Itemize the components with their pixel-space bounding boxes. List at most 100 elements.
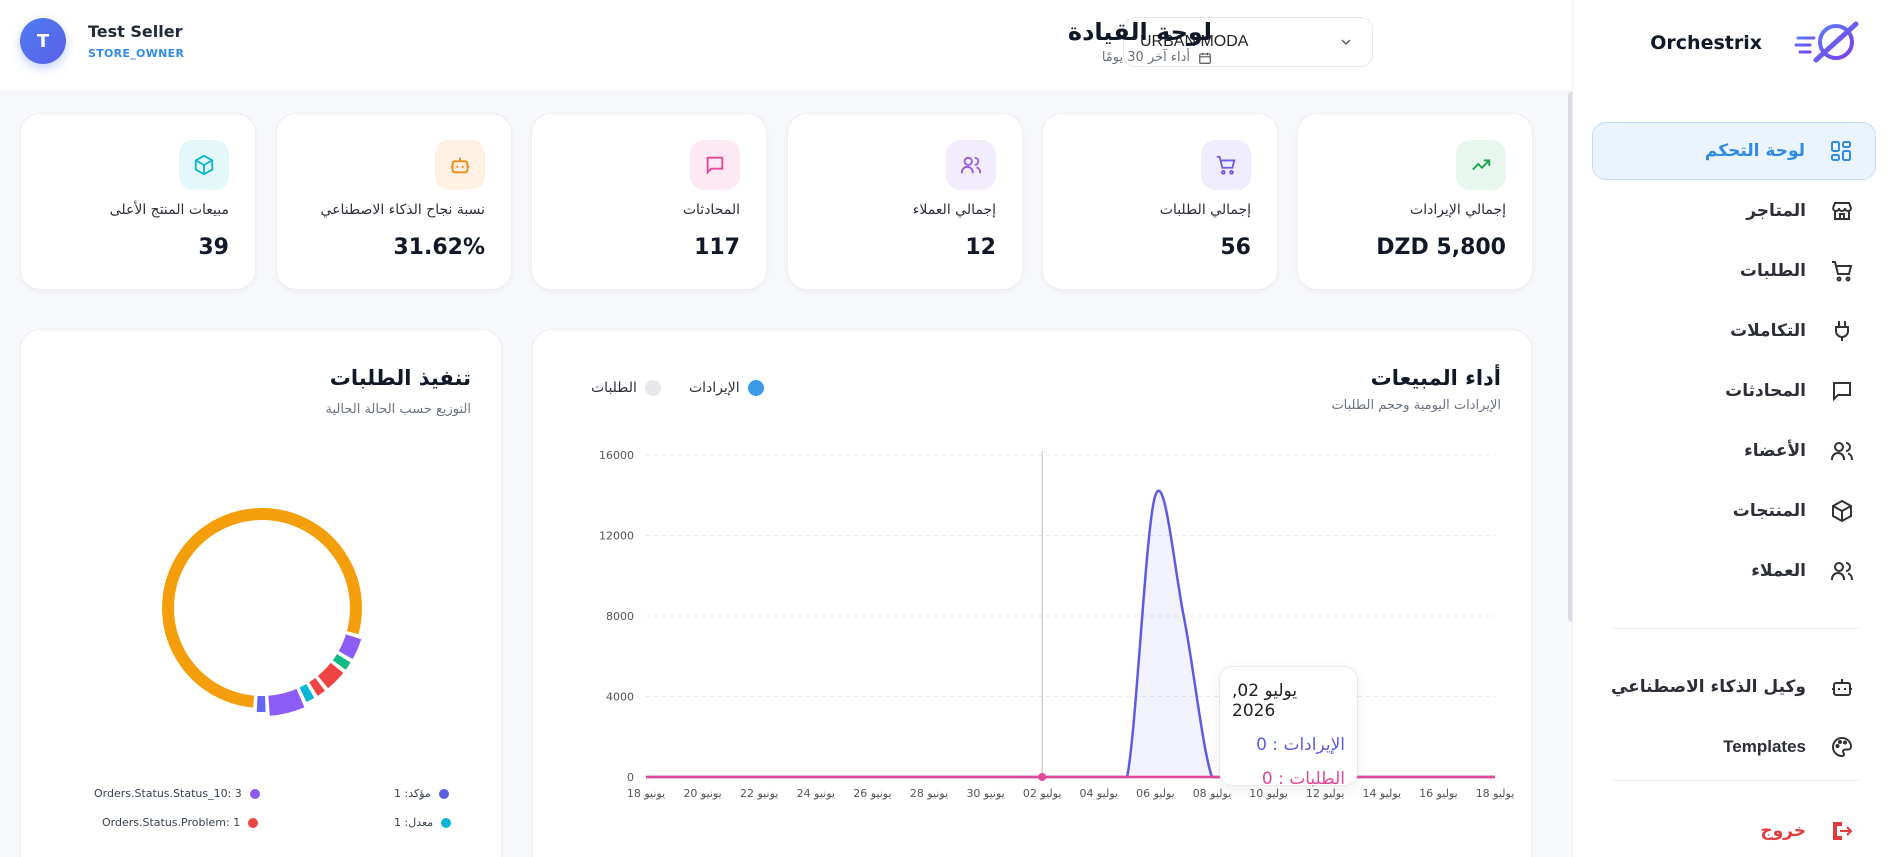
brand[interactable]: Orchestrix	[1574, 18, 1864, 68]
legend-item-orders[interactable]: الطلبات	[591, 380, 661, 396]
stat-label: مبيعات المنتج الأعلى	[109, 202, 229, 218]
orders-fulfillment-card: تنفيذ الطلبات التوزيع حسب الحالة الحالية…	[20, 329, 502, 857]
legend-dot	[249, 788, 260, 799]
logout-label: خروج	[1760, 821, 1806, 841]
sidebar-item-products[interactable]: المنتجات	[1592, 482, 1876, 540]
legend-dot	[747, 380, 764, 396]
sidebar-item-label: التكاملات	[1730, 321, 1806, 341]
donut-slice[interactable]	[338, 634, 362, 660]
donut-legend-item: Orders.Status.Status_10: 3	[94, 787, 260, 800]
sidebar-item-ai-agent[interactable]: وكيل الذكاء الاصطناعي	[1592, 658, 1876, 716]
cart-icon	[1201, 140, 1251, 190]
legend-label: الطلبات	[591, 380, 637, 396]
stat-card-top-product: مبيعات المنتج الأعلى 39	[20, 113, 256, 290]
store-select[interactable]: URBAN MODA	[1123, 17, 1373, 67]
donut-slice[interactable]	[299, 684, 315, 702]
divider	[1612, 780, 1862, 781]
sidebar-item-dashboard[interactable]: لوحة التحكم	[1592, 122, 1876, 180]
stat-value: 39	[198, 235, 229, 260]
user-info: Test Seller STORE_OWNER	[88, 22, 184, 60]
sidebar-item-label: لوحة التحكم	[1704, 141, 1805, 161]
sidebar-item-label: العملاء	[1751, 561, 1806, 581]
stat-value: 31.62%	[393, 235, 485, 260]
stat-card-conversations: المحادثات 117	[531, 113, 767, 290]
legend-dot	[644, 380, 661, 396]
store-icon	[1828, 197, 1856, 225]
chart-title: أداء المبيعات	[1370, 366, 1501, 390]
chart-tooltip: يوليو 02, 2026 الإيرادات : 0 الطلبات : 0	[1219, 666, 1358, 789]
stat-card-ai-success: نسبة نجاح الذكاء الاصطناعي 31.62%	[276, 113, 512, 290]
sidebar-bottom-nav: وكيل الذكاء الاصطناعي Templates	[1592, 658, 1876, 778]
divider	[1612, 628, 1862, 629]
page-title: لوحة القيادة	[1067, 18, 1212, 46]
logout-icon	[1828, 817, 1856, 845]
donut-legend-item: مؤكد: 1	[394, 787, 449, 800]
legend-item-revenue[interactable]: الإيرادات	[689, 380, 764, 396]
user-menu[interactable]: T Test Seller STORE_OWNER	[20, 18, 184, 64]
sidebar-item-label: الطلبات	[1739, 261, 1806, 281]
donut-legend-item: Orders.Status.Problem: 1	[102, 816, 259, 829]
sidebar-item-label: Templates	[1723, 737, 1806, 756]
chevron-down-icon	[1341, 39, 1351, 45]
sidebar-item-label: المنتجات	[1732, 501, 1806, 521]
stat-label: المحادثات	[682, 202, 740, 218]
logout-button[interactable]: خروج	[1592, 802, 1876, 857]
chart-subtitle: التوزيع حسب الحالة الحالية	[325, 402, 471, 417]
sidebar-item-orders[interactable]: الطلبات	[1592, 242, 1876, 300]
sidebar-item-members[interactable]: الأعضاء	[1592, 422, 1876, 480]
sidebar-item-templates[interactable]: Templates	[1592, 718, 1876, 776]
legend-label: الإيرادات	[688, 380, 740, 396]
trending-up-icon	[1456, 140, 1506, 190]
stat-value: 117	[694, 235, 740, 260]
robot-icon	[1828, 673, 1856, 701]
sidebar-item-customers[interactable]: العملاء	[1592, 542, 1876, 600]
users-icon	[946, 140, 996, 190]
legend-dot	[248, 817, 259, 828]
plug-icon	[1828, 317, 1856, 345]
users-icon	[1828, 437, 1856, 465]
stat-label: نسبة نجاح الذكاء الاصطناعي	[320, 202, 485, 218]
chat-icon	[1828, 377, 1856, 405]
sidebar-item-conversations[interactable]: المحادثات	[1592, 362, 1876, 420]
stat-value: 56	[1220, 235, 1251, 260]
stat-card-revenue: إجمالي الإيرادات DZD 5,800	[1297, 113, 1533, 290]
calendar-icon	[1199, 52, 1211, 64]
avatar[interactable]: T	[20, 18, 66, 64]
tooltip-revenue: الإيرادات : 0	[1256, 735, 1345, 755]
legend-label: مؤكد: 1	[394, 787, 431, 800]
stat-label: إجمالي الطلبات	[1159, 202, 1251, 218]
legend-dot	[441, 817, 452, 828]
users-icon	[1828, 557, 1856, 585]
page-subtitle-text: أداء آخر 30 يومًا	[1101, 50, 1190, 65]
sidebar-item-label: الأعضاء	[1744, 441, 1806, 461]
dashboard-grid-icon	[1827, 137, 1855, 165]
tooltip-orders: الطلبات : 0	[1261, 769, 1345, 789]
donut-slice[interactable]	[309, 678, 325, 696]
stat-value: 12	[965, 235, 996, 260]
donut-slice[interactable]	[268, 688, 305, 716]
chart-title: تنفيذ الطلبات	[329, 366, 471, 390]
user-role: STORE_OWNER	[88, 47, 185, 60]
top-header: T Test Seller STORE_OWNER URBAN MODA لوح…	[0, 0, 1572, 92]
box-icon	[179, 140, 229, 190]
chat-icon	[690, 140, 740, 190]
donut-legend-item: معدل: 1	[394, 816, 452, 829]
stat-card-orders: إجمالي الطلبات 56	[1042, 113, 1278, 290]
donut-slice[interactable]	[332, 654, 351, 670]
legend-label: Orders.Status.Status_10: 3	[94, 787, 242, 800]
tooltip-date: يوليو 02, 2026	[1232, 681, 1298, 721]
box-icon	[1828, 497, 1856, 525]
stat-value: DZD 5,800	[1376, 235, 1506, 260]
sidebar-item-label: وكيل الذكاء الاصطناعي	[1610, 677, 1806, 697]
store-select-value: URBAN MODA	[1140, 33, 1249, 50]
page-subtitle: أداء آخر 30 يومًا	[1068, 50, 1212, 65]
sidebar-item-label: المتاجر	[1746, 201, 1806, 221]
donut-slice[interactable]	[256, 695, 266, 712]
donut-slice[interactable]	[317, 662, 344, 689]
sidebar-item-integrations[interactable]: التكاملات	[1592, 302, 1876, 360]
chart-legend: الإيرادات الطلبات	[563, 380, 764, 396]
logout-section: خروج	[1592, 802, 1876, 857]
sales-performance-card: أداء المبيعات الإيرادات اليومية وحجم الط…	[532, 329, 1532, 857]
sidebar-item-stores[interactable]: المتاجر	[1592, 182, 1876, 240]
